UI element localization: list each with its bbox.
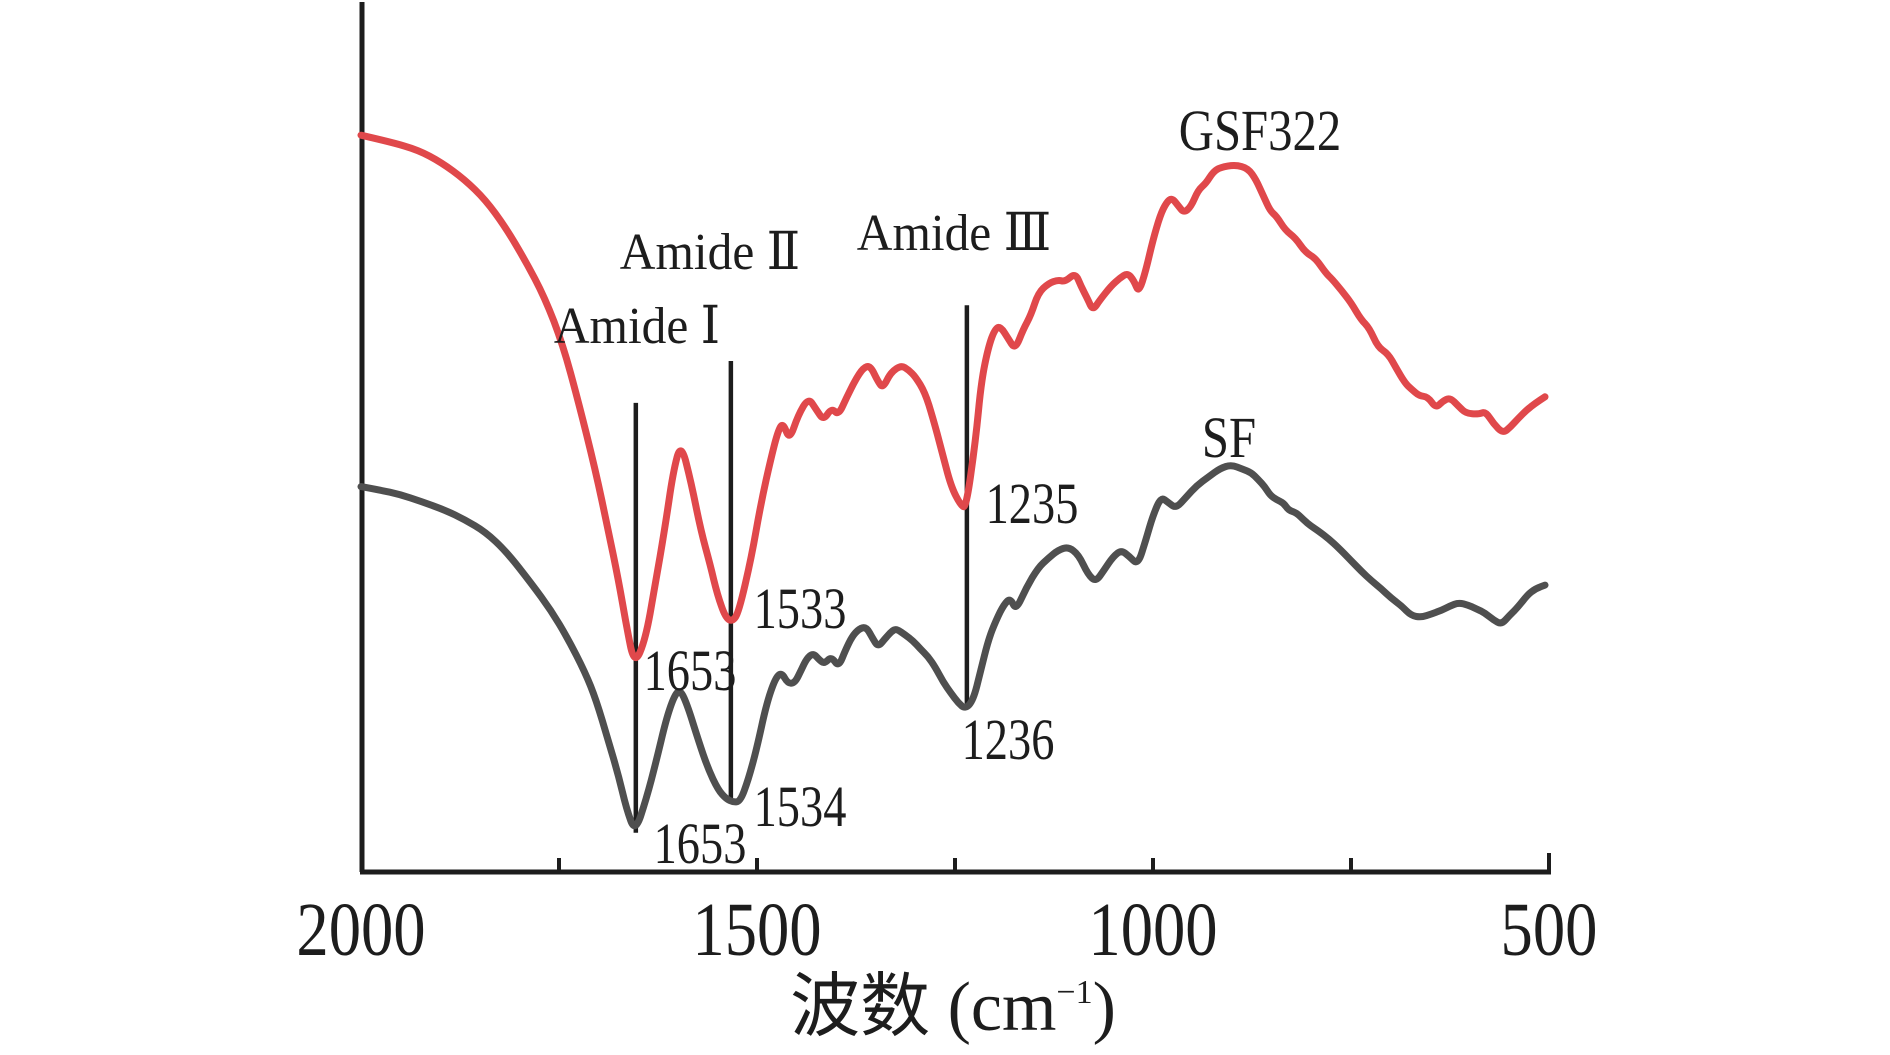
x-tick-label-2000: 2000 <box>296 888 426 972</box>
x-axis-title-main: 波数 (cm <box>790 969 1057 1046</box>
sf-curve <box>357 462 1549 830</box>
peak-1235-gsf322: 1235 <box>985 471 1079 536</box>
peak-1653-sf: 1653 <box>653 811 747 876</box>
x-tick-label-1500: 1500 <box>692 888 822 972</box>
series-label-sf: SF <box>1201 405 1257 470</box>
peak-1534-sf: 1534 <box>753 774 847 839</box>
gsf322-curve <box>357 131 1549 662</box>
x-axis-title: 波数 (cm−1) <box>790 973 1116 1043</box>
x-axis-title-superscript: −1 <box>1056 974 1093 1011</box>
x-axis-title-close: ) <box>1092 969 1116 1046</box>
peak-1236-sf: 1236 <box>961 707 1055 772</box>
peak-1653-gsf322: 1653 <box>643 638 737 703</box>
x-tick-label-500: 500 <box>1500 888 1598 972</box>
peak-1533-gsf322: 1533 <box>753 576 847 641</box>
amide-1-label: Amide Ⅰ <box>553 298 721 355</box>
x-tick-label-1000: 1000 <box>1088 888 1218 972</box>
amide-2-label: Amide Ⅱ <box>619 224 801 281</box>
series-label-gsf322: GSF322 <box>1178 98 1342 163</box>
amide-3-label: Amide Ⅲ <box>856 205 1052 262</box>
